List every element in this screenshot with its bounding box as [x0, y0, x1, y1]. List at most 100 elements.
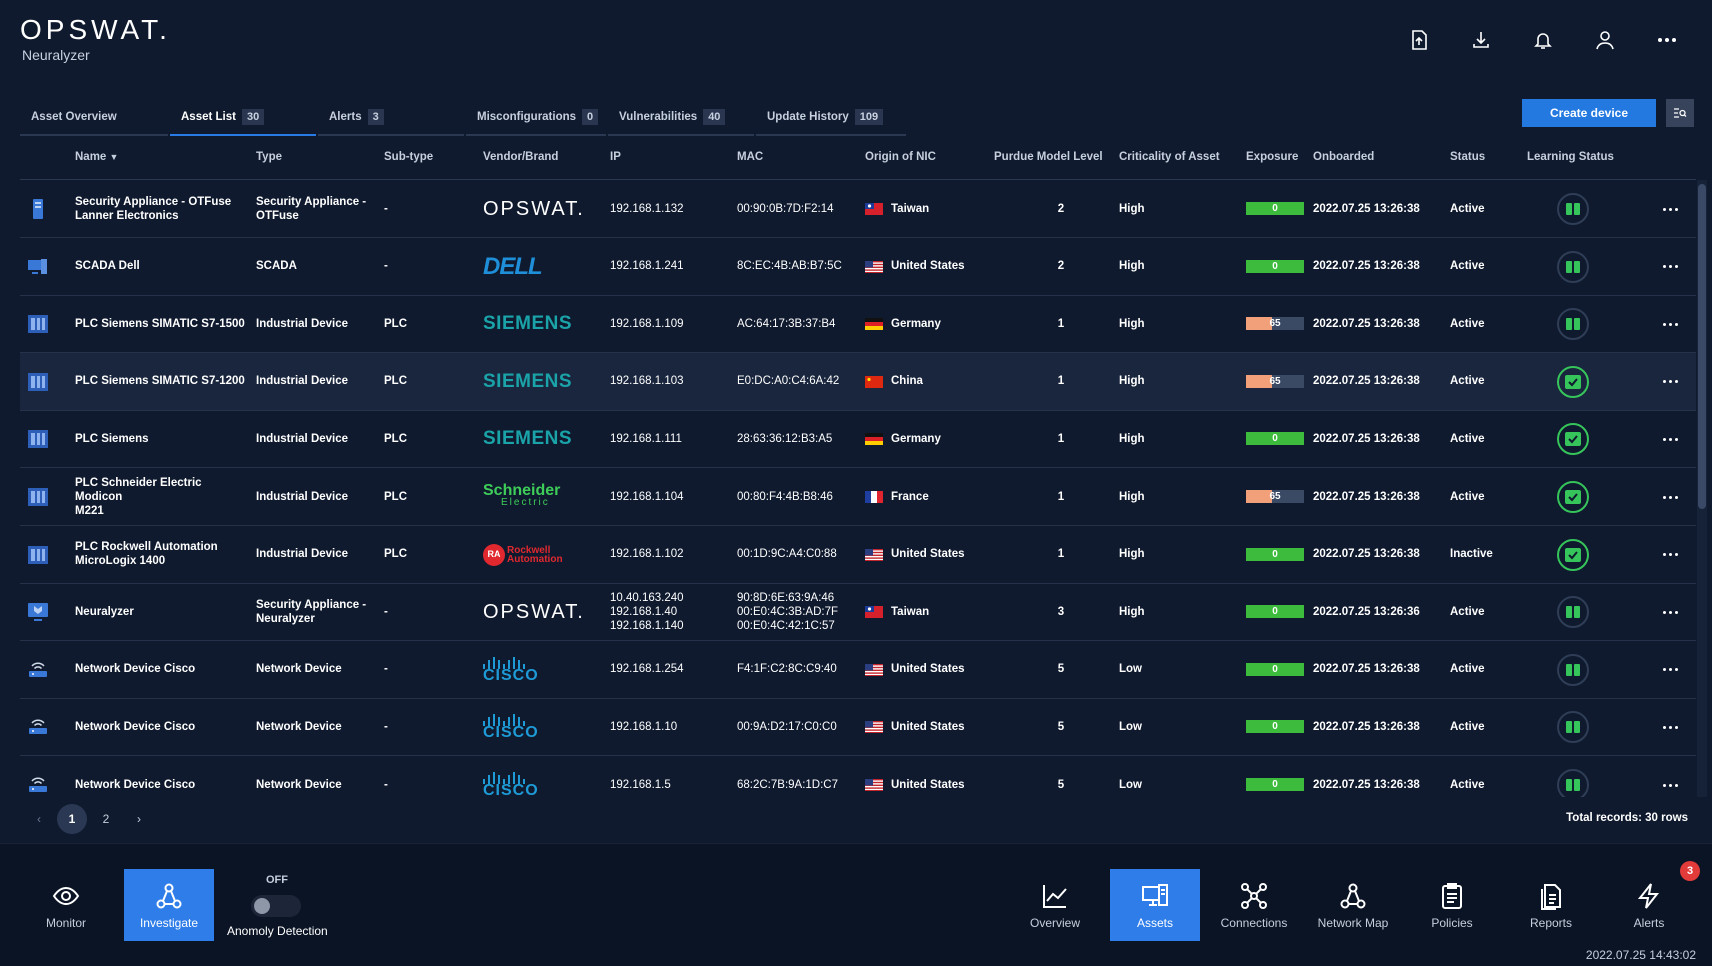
- tab-label: Vulnerabilities: [619, 111, 698, 123]
- prev-page-icon[interactable]: ‹: [37, 812, 41, 826]
- table-row[interactable]: PLC Schneider Electric Modicon M221 Indus…: [20, 468, 1696, 526]
- column-exposure[interactable]: Exposure: [1246, 151, 1299, 163]
- nav-policies[interactable]: Policies: [1407, 869, 1497, 941]
- table-row[interactable]: Network Device Cisco Network Device - CISCO…: [20, 756, 1696, 797]
- table-row[interactable]: PLC Siemens SIMATIC S7-1200 Industrial De…: [20, 352, 1696, 411]
- nav-overview[interactable]: Overview: [1010, 869, 1100, 941]
- table-row[interactable]: PLC Siemens SIMATIC S7-1500 Industrial De…: [20, 295, 1696, 354]
- learning-status[interactable]: [1557, 365, 1589, 398]
- table-row[interactable]: PLC Siemens Industrial Device PLC SIEMENS 19…: [20, 410, 1696, 469]
- row-more-icon[interactable]: [1660, 778, 1680, 792]
- column-learning-status[interactable]: Learning Status: [1527, 151, 1614, 163]
- more-icon[interactable]: [1636, 22, 1698, 58]
- tab-asset-list[interactable]: Asset List 30: [170, 100, 316, 136]
- table-scrollbar-thumb[interactable]: [1698, 184, 1706, 509]
- table-row[interactable]: SCADA Dell SCADA - DELL 192.168.1.241 8C:EC:4…: [20, 238, 1696, 296]
- asset-type: Industrial Device: [256, 375, 349, 388]
- learning-status[interactable]: [1557, 538, 1589, 571]
- row-more-icon[interactable]: [1660, 548, 1680, 562]
- nav-investigate[interactable]: Investigate: [124, 869, 214, 941]
- column-onboarded[interactable]: Onboarded: [1313, 151, 1375, 163]
- learning-status[interactable]: [1557, 193, 1589, 225]
- anomaly-detection-toggle[interactable]: [251, 895, 301, 917]
- asset-name[interactable]: PLC Siemens SIMATIC S7-1200: [75, 375, 245, 388]
- row-more-icon[interactable]: [1660, 202, 1680, 216]
- asset-origin: United States: [891, 720, 965, 733]
- asset-mac: 28:63:36:12:B3:A5: [737, 432, 833, 445]
- nav-reports[interactable]: Reports: [1506, 869, 1596, 941]
- next-page-icon[interactable]: ›: [137, 812, 141, 826]
- asset-name[interactable]: Network Device Cisco: [75, 720, 196, 733]
- column-mac[interactable]: MAC: [737, 151, 764, 163]
- asset-criticality: Low: [1119, 663, 1142, 676]
- learning-status[interactable]: [1557, 250, 1589, 283]
- nav-monitor[interactable]: Monitor: [21, 869, 111, 941]
- asset-name[interactable]: PLC Rockwell Automation MicroLogix 1400: [75, 541, 218, 568]
- column-vendor[interactable]: Vendor/Brand: [483, 151, 559, 163]
- tab-count: 40: [703, 109, 726, 125]
- asset-name[interactable]: Neuralyzer: [75, 605, 134, 618]
- learning-status[interactable]: [1557, 481, 1589, 513]
- column-subtype[interactable]: Sub-type: [384, 151, 434, 163]
- asset-name[interactable]: Network Device Cisco: [75, 663, 196, 676]
- tab-vulnerabilities[interactable]: Vulnerabilities 40: [608, 100, 754, 136]
- advanced-search-button[interactable]: [1666, 99, 1694, 127]
- nav-network-map[interactable]: Network Map: [1308, 869, 1398, 941]
- row-more-icon[interactable]: [1660, 490, 1680, 504]
- asset-purdue-level: 5: [1057, 663, 1065, 676]
- toggle-knob: [254, 898, 270, 914]
- row-more-icon[interactable]: [1660, 375, 1680, 389]
- upload-icon[interactable]: [1388, 22, 1450, 58]
- row-more-icon[interactable]: [1660, 663, 1680, 677]
- column-name[interactable]: Name ▼: [75, 151, 118, 163]
- row-more-icon[interactable]: [1660, 605, 1680, 619]
- row-more-icon[interactable]: [1660, 317, 1680, 331]
- asset-subtype: PLC: [384, 490, 407, 503]
- tab-label: Misconfigurations: [477, 111, 577, 123]
- row-more-icon[interactable]: [1660, 432, 1680, 446]
- asset-name[interactable]: PLC Schneider Electric Modicon M221: [75, 476, 202, 517]
- table-row[interactable]: Security Appliance - OTFuse Lanner Elect…: [20, 180, 1696, 238]
- asset-name[interactable]: Network Device Cisco: [75, 778, 196, 791]
- table-row[interactable]: Neuralyzer Security Appliance - Neuralyze…: [20, 583, 1696, 642]
- plc-icon: [28, 315, 48, 334]
- column-status[interactable]: Status: [1450, 151, 1486, 163]
- asset-name[interactable]: PLC Siemens SIMATIC S7-1500: [75, 317, 245, 330]
- create-device-button[interactable]: Create device: [1522, 99, 1656, 127]
- column-type[interactable]: Type: [256, 151, 282, 163]
- nav-assets[interactable]: Assets: [1110, 869, 1200, 941]
- tab-misconfigurations[interactable]: Misconfigurations 0: [466, 100, 606, 136]
- asset-criticality: High: [1119, 548, 1145, 561]
- user-icon[interactable]: [1574, 22, 1636, 58]
- column-purdue[interactable]: Purdue Model Level: [994, 151, 1103, 163]
- learning-status[interactable]: [1557, 769, 1589, 797]
- bell-icon[interactable]: [1512, 22, 1574, 58]
- row-more-icon[interactable]: [1660, 260, 1680, 274]
- learning-status[interactable]: [1557, 653, 1589, 686]
- asset-name[interactable]: Security Appliance - OTFuse Lanner Elect…: [75, 195, 232, 222]
- table-row[interactable]: Network Device Cisco Network Device - CISCO…: [20, 698, 1696, 757]
- download-icon[interactable]: [1450, 22, 1512, 58]
- tab-update-history[interactable]: Update History 109: [756, 100, 906, 136]
- column-ip[interactable]: IP: [610, 151, 621, 163]
- asset-status: Active: [1450, 202, 1485, 215]
- column-criticality[interactable]: Criticality of Asset: [1119, 151, 1220, 163]
- learning-status[interactable]: [1557, 596, 1589, 629]
- tab-asset-overview[interactable]: Asset Overview: [20, 100, 168, 136]
- page-1-button[interactable]: 1: [57, 804, 87, 834]
- learning-status[interactable]: [1557, 423, 1589, 456]
- nav-connections[interactable]: Connections: [1209, 869, 1299, 941]
- learning-status[interactable]: [1557, 308, 1589, 341]
- learning-status[interactable]: [1557, 711, 1589, 744]
- asset-name[interactable]: SCADA Dell: [75, 260, 140, 273]
- tab-alerts[interactable]: Alerts 3: [318, 100, 464, 136]
- table-row[interactable]: Network Device Cisco Network Device - CISCO…: [20, 641, 1696, 699]
- page-2-button[interactable]: 2: [102, 812, 110, 826]
- exposure-bar: 0: [1246, 547, 1304, 561]
- table-row[interactable]: PLC Rockwell Automation MicroLogix 1400 I…: [20, 526, 1696, 584]
- asset-name[interactable]: PLC Siemens: [75, 432, 149, 445]
- column-origin[interactable]: Origin of NIC: [865, 151, 936, 163]
- asset-subtype: PLC: [384, 548, 407, 561]
- row-more-icon[interactable]: [1660, 720, 1680, 734]
- nav-alerts[interactable]: Alerts: [1604, 869, 1694, 941]
